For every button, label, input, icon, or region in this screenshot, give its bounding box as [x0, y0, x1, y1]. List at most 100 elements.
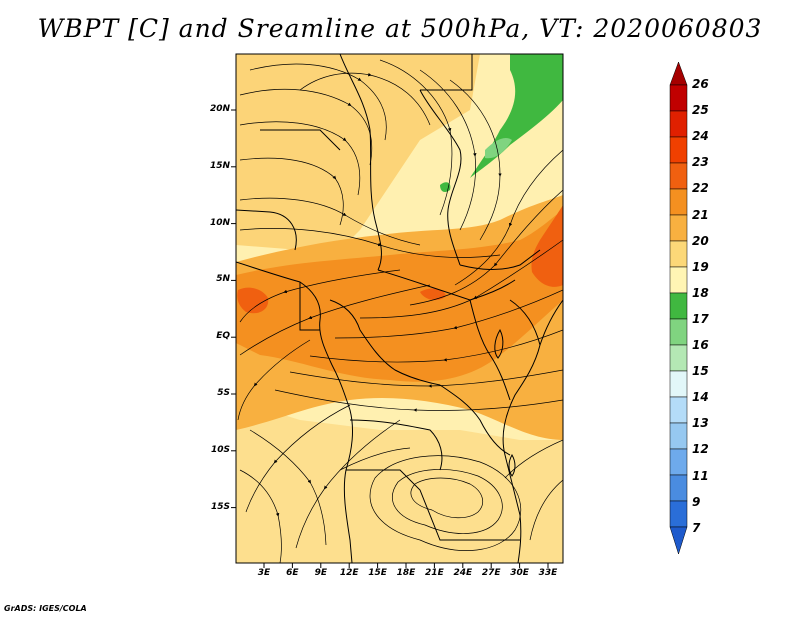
colorbar-top-arrow — [669, 61, 688, 86]
colorbar-label: 12 — [692, 442, 709, 457]
border — [299, 282, 320, 331]
colorbar-segment — [669, 162, 688, 190]
colorbar-label: 16 — [692, 338, 709, 352]
streamline — [419, 69, 477, 231]
border — [349, 419, 443, 471]
lon-label: 24E — [453, 568, 473, 578]
colorbar-segment — [669, 448, 688, 476]
streamline — [249, 63, 387, 141]
colorbar-label: 23 — [692, 155, 709, 170]
lake — [508, 453, 516, 477]
lon-label: 3E — [257, 568, 271, 578]
lon-label: 12E — [339, 568, 359, 578]
lon-label: 21E — [425, 568, 444, 578]
lat-label: 5N — [216, 274, 230, 285]
streamline — [369, 455, 522, 551]
lake — [494, 328, 504, 359]
colorbar-segment — [669, 188, 688, 216]
coastline-east — [502, 299, 563, 563]
streamline — [529, 479, 563, 541]
map-frame — [235, 53, 564, 564]
colorbar-label: 7 — [692, 520, 701, 535]
border — [377, 269, 516, 301]
chart-title: WBPT [C] and Sreamline at 500hPa, VT: 20… — [37, 14, 763, 43]
streamline — [289, 369, 563, 388]
streamline — [295, 419, 401, 549]
colorbar-segment — [669, 370, 688, 398]
streamline — [339, 447, 411, 471]
field-peak-east — [531, 205, 563, 287]
lat-label: 5S — [217, 388, 230, 398]
colorbar-segment — [669, 240, 688, 268]
colorbar-label: 13 — [692, 416, 709, 431]
streamline — [239, 284, 431, 356]
colorbar-segment — [669, 474, 688, 502]
lat-label: 15N — [209, 160, 230, 171]
colorbar — [669, 61, 688, 555]
lat-label: 10N — [209, 217, 230, 228]
lon-label: 9E — [314, 568, 327, 578]
lon-label: 6E — [286, 568, 299, 578]
colorbar-label: 9 — [692, 494, 701, 509]
streamline — [409, 189, 563, 306]
border — [260, 129, 341, 151]
streamline — [454, 149, 563, 286]
field-mid-zone — [236, 54, 480, 250]
streamline — [274, 389, 563, 412]
coastline-west — [236, 261, 354, 563]
colorbar-bottom-arrow — [669, 526, 688, 555]
streamline — [392, 469, 503, 534]
colorbar-segment — [669, 292, 688, 320]
lon-label: 15E — [368, 568, 387, 578]
border — [439, 384, 511, 456]
field-green-patch — [485, 138, 512, 159]
streamline — [239, 157, 344, 226]
streamline — [449, 79, 502, 241]
colorbar-segment — [669, 266, 688, 294]
colorbar-label: 15 — [692, 364, 709, 379]
streamline — [245, 404, 351, 513]
streamline — [299, 72, 431, 126]
streamline — [239, 228, 501, 258]
colorbar-segment — [669, 344, 688, 372]
border — [420, 54, 473, 91]
streamline — [239, 269, 401, 323]
lat-label: EQ — [216, 331, 230, 342]
field-peak-west — [237, 287, 269, 314]
border — [459, 249, 541, 270]
lon-label: 18E — [396, 568, 416, 578]
colorbar-segment — [669, 214, 688, 242]
border — [419, 89, 462, 266]
colorbar-label: 25 — [692, 103, 709, 118]
lat-label: 20N — [209, 104, 230, 114]
border — [469, 299, 511, 401]
lat-label: 15S — [210, 501, 230, 512]
colorbar-label: 17 — [692, 311, 709, 326]
border — [346, 469, 520, 541]
colorbar-segment — [669, 318, 688, 346]
streamline — [410, 477, 484, 519]
streamline — [309, 329, 563, 363]
grads-credit: GrADS: IGES/COLA — [4, 604, 87, 613]
colorbar-label: 21 — [692, 207, 709, 222]
border — [236, 209, 297, 251]
country-borders — [236, 54, 563, 563]
field-peak-central — [420, 288, 446, 301]
streamline — [334, 289, 563, 339]
longitude-ticks — [263, 563, 549, 568]
colorbar-label: 22 — [692, 181, 709, 196]
streamline — [239, 121, 361, 196]
field-mid-zone-south — [236, 400, 563, 563]
lat-label: 10S — [210, 444, 230, 455]
colorbar-label: 14 — [692, 390, 709, 405]
colorbar-segment — [669, 422, 688, 450]
lon-label: 27E — [481, 568, 501, 578]
lon-label: 33E — [538, 568, 558, 578]
colorbar-label: 26 — [692, 77, 709, 91]
streamline — [239, 469, 282, 563]
colorbar-label: 20 — [692, 233, 709, 248]
colorbar-label: 18 — [692, 285, 709, 300]
border — [329, 299, 441, 386]
streamline — [237, 339, 311, 421]
streamlines — [237, 59, 563, 563]
